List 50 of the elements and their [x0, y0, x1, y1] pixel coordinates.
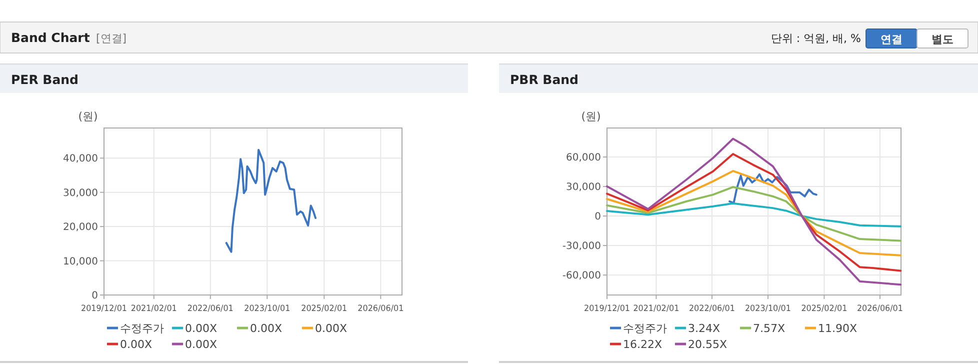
legend-label: 11.90X	[818, 322, 858, 335]
x-tick-label: 2022/06/01	[688, 304, 738, 314]
line-series	[728, 173, 818, 204]
x-tick-label: 2021/02/01	[633, 304, 682, 314]
y-tick-label: 30,000	[566, 182, 601, 194]
y-tick-label: 20,000	[63, 222, 98, 234]
y-tick-label: 0	[92, 290, 98, 302]
y-axis-title: (원)	[78, 110, 98, 123]
y-axis-title: (원)	[581, 110, 601, 123]
x-tick-label: 2026/06/01	[856, 304, 906, 314]
x-tick-label: 2026/06/01	[358, 304, 407, 314]
line-series	[606, 138, 902, 286]
line-series	[606, 152, 902, 272]
line-series	[225, 148, 317, 253]
text: Band Chart	[11, 30, 90, 45]
text: 단위 : 억원, 배, %	[770, 32, 861, 45]
y-tick-label: 10,000	[63, 256, 98, 268]
x-tick-label: 2023/10/01	[744, 304, 794, 314]
x-tick-label: 2019/12/01	[584, 304, 633, 314]
y-tick-label: 0	[594, 212, 601, 223]
text: 연결	[880, 33, 902, 46]
x-tick-label: 2022/06/01	[187, 304, 236, 314]
legend-label: 0.00X	[120, 338, 152, 351]
text: 별도	[932, 33, 954, 46]
legend-label: 0.00X	[185, 322, 218, 335]
legend-label: 7.57X	[753, 322, 786, 335]
line-series	[606, 186, 902, 242]
legend-label: 16.22X	[623, 338, 662, 351]
x-tick-label: 2021/02/01	[130, 304, 180, 314]
x-tick-label: 2025/02/01	[301, 304, 350, 314]
legend-label: 0.00X	[185, 338, 218, 351]
legend-label: 수정주가	[120, 322, 164, 335]
line-series	[606, 170, 902, 256]
x-tick-label: 2023/10/01	[244, 304, 294, 314]
chart-title: PBR Band	[510, 72, 578, 87]
x-tick-label: 2025/02/01	[801, 304, 850, 314]
text: [연결]	[96, 32, 127, 45]
y-tick-label: 60,000	[566, 152, 601, 164]
legend-label: 0.00X	[250, 322, 282, 335]
y-tick-label: 40,000	[63, 154, 98, 165]
legend-label: 0.00X	[315, 322, 348, 335]
legend-label: 3.24X	[688, 322, 720, 335]
line-series	[606, 202, 902, 228]
x-tick-label: 2019/12/01	[81, 304, 130, 314]
y-tick-label: 30,000	[63, 188, 98, 199]
y-tick-label: -60,000	[562, 270, 601, 282]
legend-label: 수정주가	[623, 322, 667, 335]
y-tick-label: -30,000	[562, 241, 601, 252]
legend-label: 20.55X	[688, 338, 728, 351]
chart-title: PER Band	[11, 72, 78, 87]
